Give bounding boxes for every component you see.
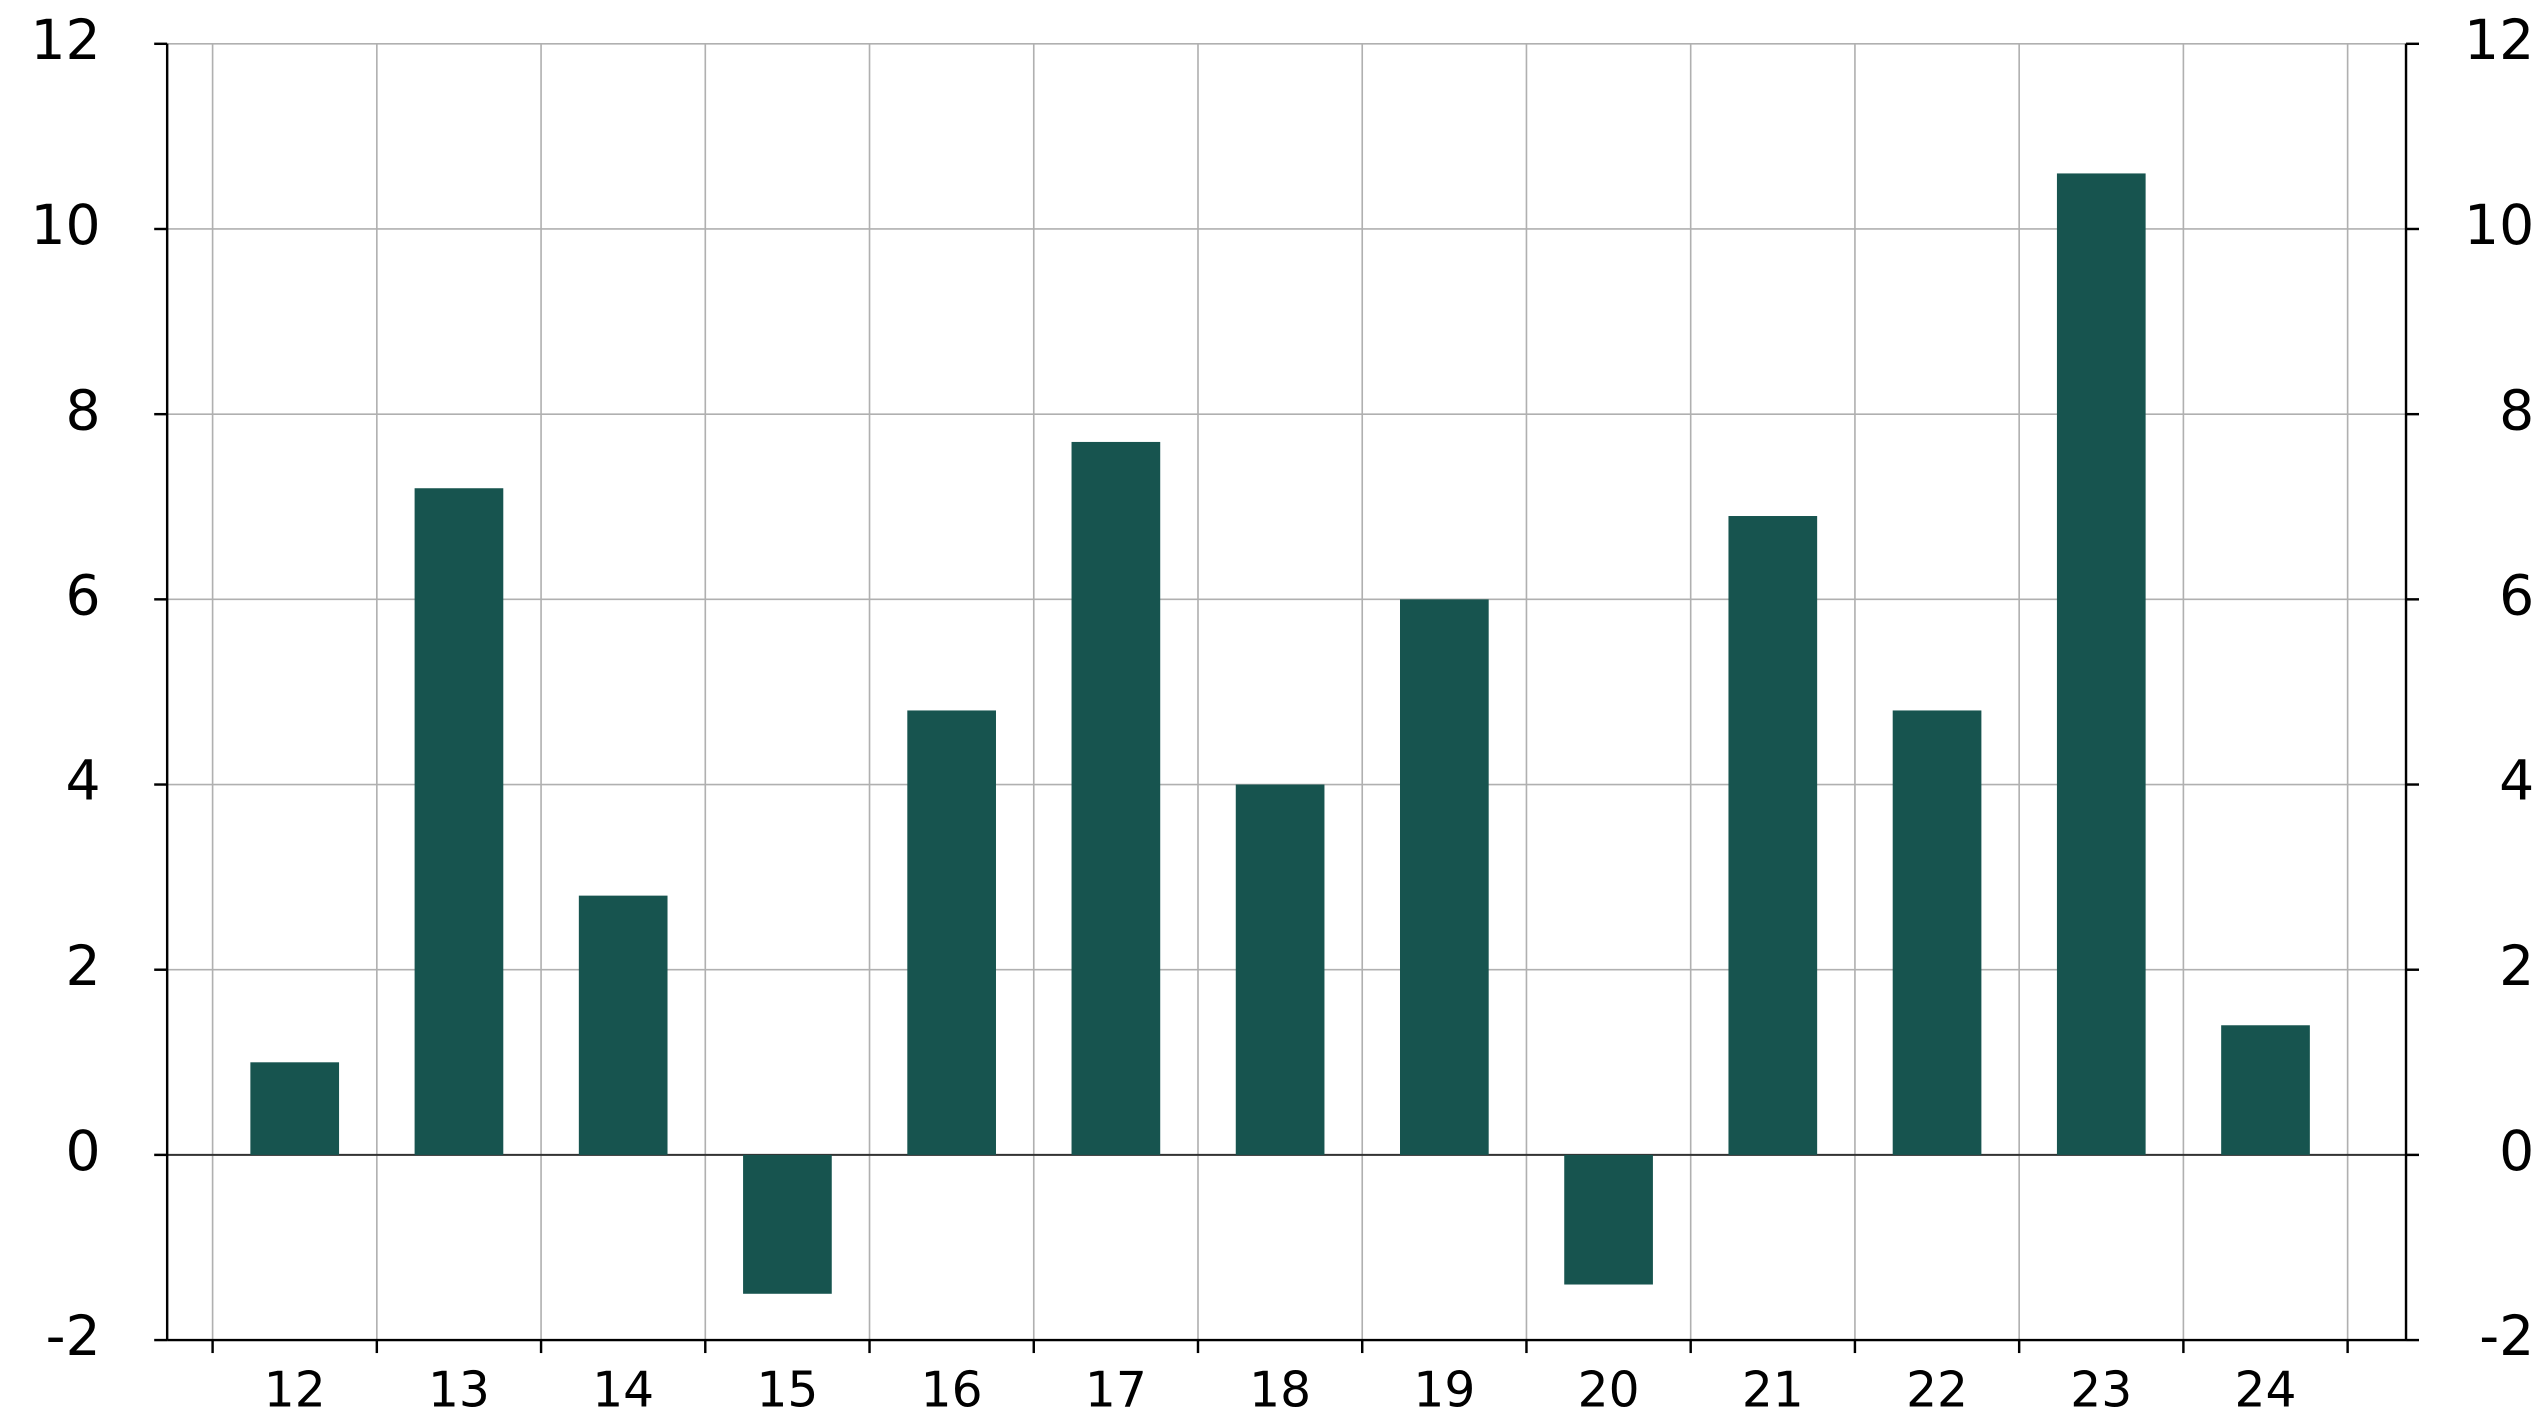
bar <box>1400 599 1489 1155</box>
x-tick-label: 12 <box>264 1363 326 1419</box>
x-tick-label: 13 <box>428 1363 490 1419</box>
x-tick-label: 23 <box>2070 1363 2132 1419</box>
y-tick-label: 6 <box>66 564 101 628</box>
y2-tick-label: 2 <box>2499 935 2534 999</box>
x-tick-label: 14 <box>592 1363 654 1419</box>
y-tick-label: 12 <box>30 9 100 73</box>
x-tick-label: 19 <box>1413 1363 1475 1419</box>
x-tick-label: 24 <box>2235 1363 2297 1419</box>
y2-tick-label: 8 <box>2499 379 2534 443</box>
bar <box>743 1154 832 1294</box>
y-tick-label: 2 <box>66 935 101 999</box>
x-tick-label: 18 <box>1249 1363 1311 1419</box>
bar <box>414 488 504 1155</box>
y2-tick-label: -2 <box>2479 1305 2534 1369</box>
y2-tick-label: 6 <box>2499 564 2534 628</box>
y-tick-label: 8 <box>66 379 101 443</box>
y-tick-label: 0 <box>66 1120 101 1184</box>
bar <box>2221 1025 2310 1155</box>
y-tick-label: -2 <box>46 1305 101 1369</box>
x-tick-label: 20 <box>1578 1363 1640 1419</box>
x-tick-label: 15 <box>756 1363 818 1419</box>
bar <box>250 1062 340 1155</box>
y2-tick-label: 4 <box>2499 750 2534 814</box>
y2-tick-label: 0 <box>2499 1120 2534 1184</box>
bar <box>907 710 996 1155</box>
bar <box>1728 516 1818 1155</box>
bar <box>1071 441 1161 1155</box>
bar <box>1235 784 1325 1155</box>
y2-tick-label: 12 <box>2464 9 2534 73</box>
x-tick-label: 21 <box>1742 1363 1804 1419</box>
bar <box>2056 173 2146 1155</box>
x-tick-label: 17 <box>1085 1363 1147 1419</box>
y2-tick-label: 10 <box>2464 194 2534 258</box>
y-tick-label: 4 <box>66 750 101 814</box>
bar <box>1892 710 1982 1155</box>
bar <box>578 895 668 1155</box>
x-tick-label: 22 <box>1906 1363 1968 1419</box>
y-tick-label: 10 <box>30 194 100 258</box>
x-tick-label: 16 <box>921 1363 983 1419</box>
bar <box>1564 1154 1653 1285</box>
